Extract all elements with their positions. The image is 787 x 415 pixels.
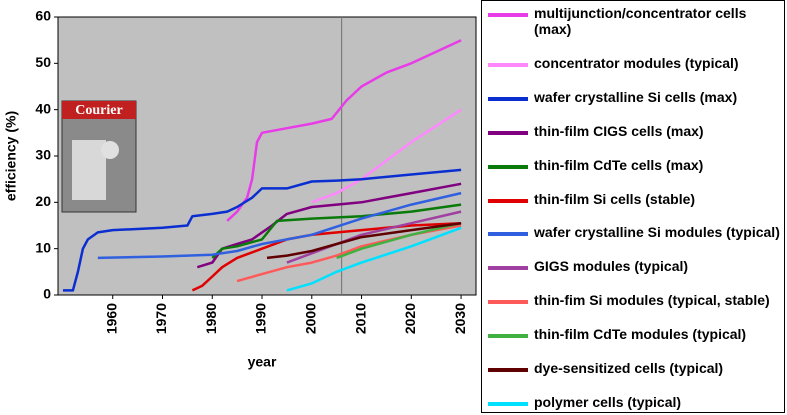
y-tick-label: 0 (43, 286, 51, 302)
legend-entry: thin-film CIGS cells (max) (482, 123, 784, 139)
legend-label: thin-film Si cells (stable) (534, 190, 696, 207)
x-tick-label: 2020 (402, 303, 418, 334)
y-tick-label: 10 (35, 239, 51, 255)
legend-swatch (488, 164, 528, 169)
series-line (266, 221, 462, 260)
legend-label: wafer crystalline Si cells (max) (534, 88, 738, 105)
photo-title: Courier (75, 103, 122, 118)
legend-swatch (488, 334, 528, 339)
legend-swatch (488, 130, 528, 135)
x-axis-label: year (248, 354, 277, 370)
y-tick-label: 60 (35, 8, 51, 24)
x-tick-label: 1980 (203, 303, 219, 334)
legend-label: concentrator modules (typical) (534, 54, 739, 71)
legend-entry: polymer cells (typical) (482, 394, 784, 410)
x-tick-label: 2000 (302, 303, 318, 334)
y-tick-label: 30 (35, 147, 51, 163)
legend-entry: concentrator modules (typical) (482, 55, 784, 71)
x-tick-label: 1960 (103, 303, 119, 334)
legend-entry: multijunction/concentrator cells (max) (482, 5, 784, 37)
series-line (336, 221, 462, 260)
y-tick-label: 50 (35, 54, 51, 70)
legend-swatch (488, 401, 528, 406)
photo: Courier (61, 100, 137, 213)
series-line (97, 191, 462, 260)
series-line (63, 168, 462, 292)
series-line (311, 108, 462, 204)
legend: multijunction/concentrator cells (max) co… (481, 0, 785, 413)
series-line (211, 203, 462, 259)
legend-label: polymer cells (typical) (534, 393, 682, 410)
legend-label: wafer crystalline Si modules (typical) (534, 224, 780, 241)
legend-label: thin-fim Si modules (typical, stable) (534, 292, 770, 309)
legend-label: GIGS modules (typical) (534, 258, 689, 275)
x-tick-label: 2030 (452, 303, 468, 334)
legend-entry: thin-fim Si modules (typical, stable) (482, 292, 784, 308)
legend-entry: thin-film CdTe cells (max) (482, 157, 784, 173)
series-line (226, 39, 462, 222)
photo-sphere (101, 141, 119, 159)
legend-swatch (488, 13, 528, 17)
legend-label: thin-film CIGS cells (max) (534, 122, 704, 139)
legend-swatch (488, 96, 528, 101)
legend-swatch (488, 368, 528, 373)
legend-swatch (488, 62, 528, 67)
x-tick-label: 2010 (352, 303, 368, 334)
y-axis-label: efficiency (%) (3, 111, 19, 201)
legend-label: multijunction/concentrator cells (max) (534, 5, 747, 37)
legend-swatch (488, 232, 528, 237)
legend-entry: wafer crystalline Si modules (typical) (482, 224, 784, 240)
legend-entry: GIGS modules (typical) (482, 258, 784, 274)
y-tick-label: 40 (35, 100, 51, 116)
series-line (191, 221, 462, 292)
x-tick-label: 1970 (153, 303, 169, 334)
y-tick-label: 20 (35, 193, 51, 209)
legend-entry: thin-film Si cells (stable) (482, 191, 784, 207)
legend-swatch (488, 198, 528, 203)
x-tick-label: 1990 (253, 303, 269, 334)
legend-label: thin-film CdTe cells (max) (534, 156, 704, 173)
legend-entry: thin-film CdTe modules (typical) (482, 326, 784, 342)
legend-swatch (488, 300, 528, 305)
series-line (286, 226, 462, 292)
legend-entry: dye-sensitized cells (typical) (482, 360, 784, 376)
legend-label: thin-film CdTe modules (typical) (534, 326, 747, 343)
photo-header (62, 101, 136, 119)
legend-entry: wafer crystalline Si cells (max) (482, 89, 784, 105)
photo-figure (72, 140, 106, 200)
legend-label: dye-sensitized cells (typical) (534, 360, 724, 377)
legend-swatch (488, 266, 528, 271)
